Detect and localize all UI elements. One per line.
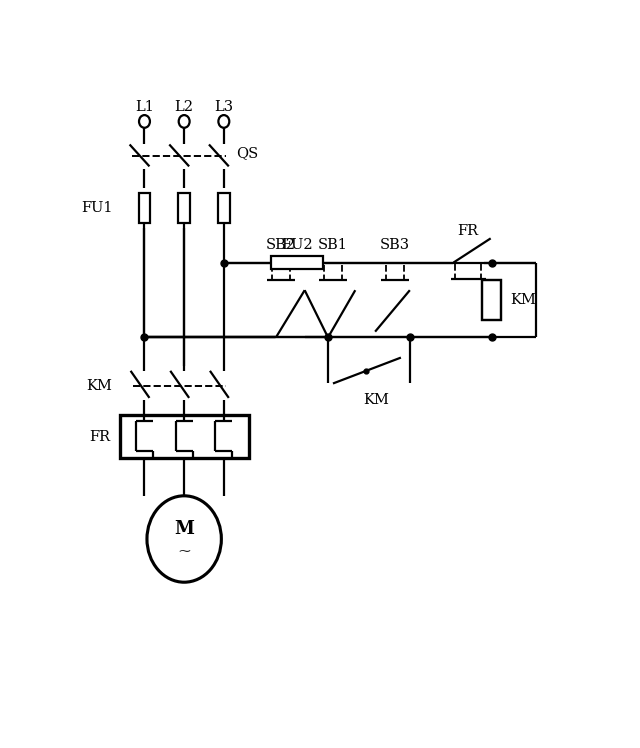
- Text: SB3: SB3: [380, 239, 410, 252]
- Text: KM: KM: [510, 293, 536, 307]
- Text: SB1: SB1: [318, 239, 348, 252]
- Text: M: M: [174, 520, 194, 538]
- Text: L2: L2: [175, 100, 194, 114]
- Bar: [218, 193, 230, 223]
- Bar: [483, 280, 501, 320]
- Bar: [138, 193, 150, 223]
- Text: KM: KM: [86, 379, 112, 393]
- Text: SB2: SB2: [266, 239, 296, 252]
- Bar: [120, 415, 248, 459]
- Text: FU2: FU2: [281, 239, 313, 252]
- Text: FU1: FU1: [81, 200, 112, 215]
- Text: KM: KM: [364, 393, 389, 407]
- Bar: [483, 280, 501, 320]
- Text: L3: L3: [214, 100, 234, 114]
- Text: ~: ~: [177, 542, 191, 559]
- Text: FR: FR: [89, 430, 110, 444]
- Text: FR: FR: [458, 224, 479, 238]
- Bar: [483, 280, 500, 319]
- Text: QS: QS: [236, 146, 259, 160]
- Bar: [271, 257, 323, 269]
- Bar: [178, 193, 190, 223]
- Bar: [272, 257, 322, 269]
- Text: L1: L1: [135, 100, 154, 114]
